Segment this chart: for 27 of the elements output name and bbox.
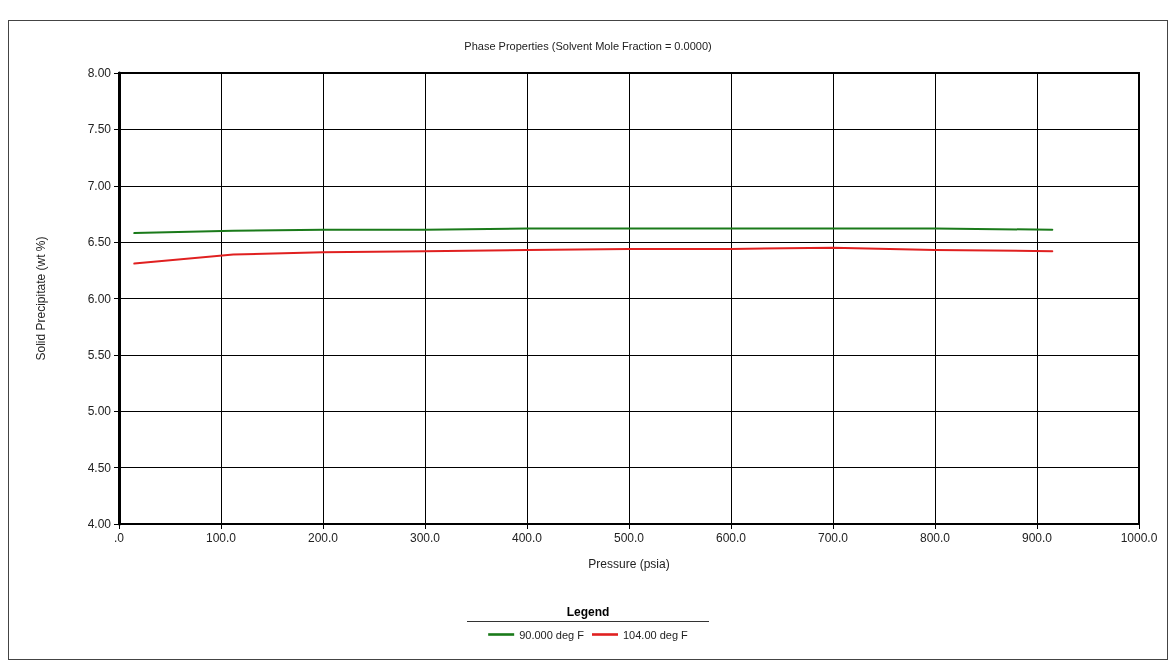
y-tick-label: 7.50 [87, 122, 112, 137]
x-tick-label: 700.0 [817, 531, 849, 545]
legend-title: Legend [466, 605, 710, 622]
chart-title: Phase Properties (Solvent Mole Fraction = 0.0000) [464, 39, 712, 52]
y-tick-label: 8.00 [87, 66, 112, 80]
x-tick-label: 900.0 [1021, 531, 1053, 545]
y-axis-title: Solid Precipitate (wt %) [34, 236, 48, 361]
y-tick-label: 4.50 [87, 460, 112, 475]
y-tick-label: 5.50 [87, 347, 112, 362]
legend-label: 104.00 deg F [623, 628, 689, 641]
legend-label: 90.000 deg F [519, 628, 585, 641]
x-tick-label: 200.0 [307, 531, 339, 545]
x-tick-label: 800.0 [919, 531, 951, 545]
y-tick-label: 5.00 [87, 404, 112, 419]
x-tick-label: 1000.0 [1120, 531, 1158, 545]
y-tick-label: 6.00 [87, 291, 112, 306]
x-axis-title: Pressure (psia) [588, 557, 670, 571]
x-tick-label: 100.0 [205, 531, 237, 545]
y-tick-label: 4.00 [87, 517, 112, 531]
x-tick-label: .0 [113, 531, 125, 545]
y-tick-label: 7.00 [87, 178, 112, 193]
x-tick-label: 300.0 [409, 531, 441, 545]
x-tick-label: 400.0 [511, 531, 543, 545]
y-tick-label: 6.50 [87, 235, 112, 250]
x-tick-label: 500.0 [613, 531, 645, 545]
x-tick-label: 600.0 [715, 531, 747, 545]
line-series [133, 246, 1054, 265]
